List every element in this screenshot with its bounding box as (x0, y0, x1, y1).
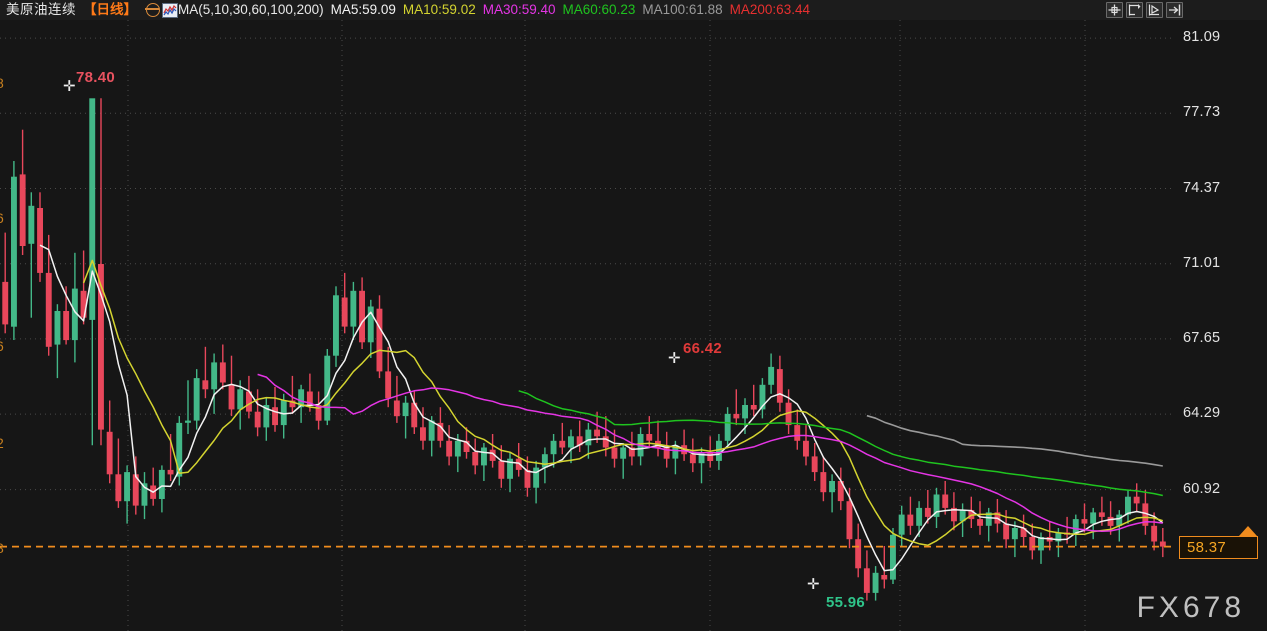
low-annotation-marker: ✛ (807, 576, 820, 593)
price-tick-4: 67.65 (1183, 329, 1221, 346)
ma-indicator-title: MA(5,10,30,60,100,200) (178, 2, 324, 17)
last-price-badge[interactable]: 58.37 (1179, 535, 1258, 559)
price-tick-5: 64.29 (1183, 405, 1221, 422)
price-tick-3: 71.01 (1183, 254, 1221, 271)
low-annotation-label: 55.96 (826, 594, 866, 611)
period-label: 【日线】 (83, 2, 137, 17)
cycle-icon[interactable] (145, 3, 160, 17)
mid-annotation-marker: ✛ (668, 350, 681, 367)
price-tick-1: 77.73 (1183, 104, 1221, 121)
jump-latest-tool-button[interactable] (1166, 2, 1183, 18)
measure-right-tool-button[interactable] (1146, 2, 1163, 18)
chart-toolbar (1106, 2, 1183, 18)
high-annotation-marker: ✛ (63, 78, 76, 95)
price-tick-6: 60.92 (1183, 480, 1221, 497)
indicator-chart-icon[interactable] (162, 2, 178, 18)
left-axis-fragment: 2 (0, 435, 4, 451)
ma100-value: MA100:61.88 (642, 2, 723, 17)
ma5-value: MA5:59.09 (330, 2, 396, 17)
high-annotation-label: 78.40 (76, 69, 116, 86)
left-axis-fragment: 8 (0, 540, 4, 556)
last-price-value: 58.37 (1187, 538, 1227, 556)
left-axis-fragment: 8 (0, 75, 4, 91)
price-tick-2: 74.37 (1183, 179, 1221, 196)
price-axis[interactable]: 81.09 77.73 74.37 71.01 67.65 64.29 60.92 58.37 (1175, 20, 1267, 631)
measure-left-tool-button[interactable] (1126, 2, 1143, 18)
last-price-arrow-icon (1239, 525, 1257, 536)
chart-plot-area[interactable]: 78.40 ✛ 66.42 ✛ 55.96 ✛ (0, 20, 1175, 631)
price-tick-0: 81.09 (1183, 29, 1221, 46)
chart-header: 美原油连续 【日线】 MA(5,10,30,60,100,200) MA5:59… (0, 0, 1267, 20)
ma30-value: MA30:59.40 (482, 2, 556, 17)
crosshair-tool-button[interactable] (1106, 2, 1123, 18)
left-axis-fragment: 6 (0, 210, 4, 226)
watermark-logo: FX678 (1136, 591, 1245, 624)
left-axis-fragments: 8 6 6 2 8 (0, 20, 5, 631)
ma60-value: MA60:60.23 (562, 2, 636, 17)
mid-annotation-label: 66.42 (683, 340, 723, 357)
ma200-value: MA200:63.44 (729, 2, 810, 17)
ma10-value: MA10:59.02 (402, 2, 476, 17)
symbol-label: 美原油连续 (6, 2, 76, 17)
left-axis-fragment: 6 (0, 338, 4, 354)
candlestick-svg (0, 20, 1175, 631)
